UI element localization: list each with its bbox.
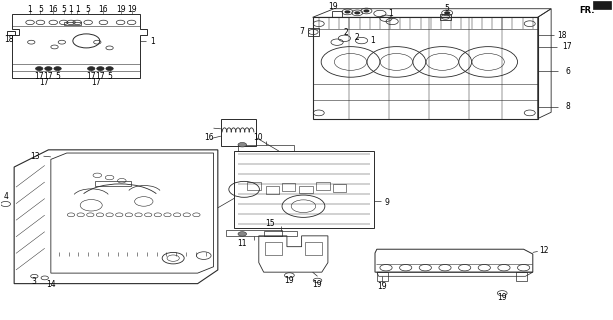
Bar: [440, 14, 451, 20]
Text: 12: 12: [539, 246, 549, 255]
Text: 5: 5: [38, 5, 43, 14]
Bar: [264, 231, 297, 236]
Text: 17: 17: [562, 43, 572, 52]
Bar: [238, 145, 294, 151]
Circle shape: [238, 142, 246, 147]
Text: 14: 14: [46, 280, 56, 289]
Circle shape: [364, 9, 370, 12]
Text: 5: 5: [61, 5, 66, 14]
Text: 5: 5: [86, 5, 91, 14]
Text: 11: 11: [237, 239, 247, 248]
Text: 18: 18: [557, 31, 567, 40]
Text: 17: 17: [44, 72, 53, 81]
Text: 5: 5: [55, 72, 60, 81]
Circle shape: [54, 67, 61, 70]
Bar: [265, 186, 279, 194]
Text: 8: 8: [566, 102, 571, 111]
Text: 1: 1: [69, 5, 74, 14]
Text: 1: 1: [370, 36, 375, 45]
Text: 2: 2: [355, 33, 360, 42]
Text: 17: 17: [86, 72, 96, 81]
Bar: [516, 272, 527, 281]
Circle shape: [238, 232, 246, 236]
Bar: [333, 184, 346, 192]
Bar: [226, 230, 282, 236]
Bar: [299, 186, 313, 194]
Text: 16: 16: [204, 132, 213, 141]
Bar: [316, 182, 330, 190]
Bar: [265, 242, 282, 255]
Bar: [96, 181, 131, 186]
Circle shape: [345, 10, 351, 13]
Circle shape: [106, 67, 113, 70]
Text: 1: 1: [28, 5, 32, 14]
Text: 1: 1: [150, 37, 154, 46]
Bar: [282, 183, 295, 191]
Text: 19: 19: [116, 5, 126, 14]
Bar: [305, 242, 322, 255]
Circle shape: [354, 11, 360, 14]
Text: 4: 4: [3, 192, 8, 201]
Text: 17: 17: [91, 78, 101, 87]
Bar: [7, 31, 15, 35]
Text: 16: 16: [48, 5, 58, 14]
Text: 3: 3: [32, 276, 37, 285]
Text: 19: 19: [284, 276, 294, 285]
Text: 6: 6: [566, 67, 571, 76]
Text: 17: 17: [39, 78, 49, 87]
Bar: [221, 119, 256, 146]
Text: 19: 19: [313, 280, 322, 289]
Circle shape: [36, 67, 43, 70]
Text: 19: 19: [328, 2, 338, 11]
Text: 17: 17: [34, 72, 44, 81]
Circle shape: [97, 67, 104, 70]
Text: 18: 18: [4, 35, 13, 44]
Text: 5: 5: [107, 72, 112, 81]
Bar: [377, 272, 388, 281]
Text: 10: 10: [253, 133, 262, 142]
Text: 7: 7: [299, 27, 304, 36]
Circle shape: [88, 67, 95, 70]
Circle shape: [45, 67, 52, 70]
Text: 19: 19: [497, 293, 507, 302]
Bar: [64, 22, 81, 25]
Text: 1: 1: [75, 5, 80, 14]
Polygon shape: [593, 1, 611, 9]
Text: 17: 17: [96, 72, 105, 81]
Text: 15: 15: [265, 219, 275, 228]
Text: 9: 9: [385, 197, 390, 207]
Text: 13: 13: [30, 152, 40, 161]
Text: 16: 16: [99, 5, 109, 14]
Circle shape: [444, 11, 450, 14]
Text: 5: 5: [445, 4, 449, 13]
Text: 1: 1: [389, 9, 394, 18]
Bar: [247, 182, 261, 190]
Text: FR.: FR.: [579, 6, 595, 15]
Text: 2: 2: [344, 28, 349, 37]
Text: 19: 19: [377, 282, 387, 291]
Text: 19: 19: [127, 5, 136, 14]
